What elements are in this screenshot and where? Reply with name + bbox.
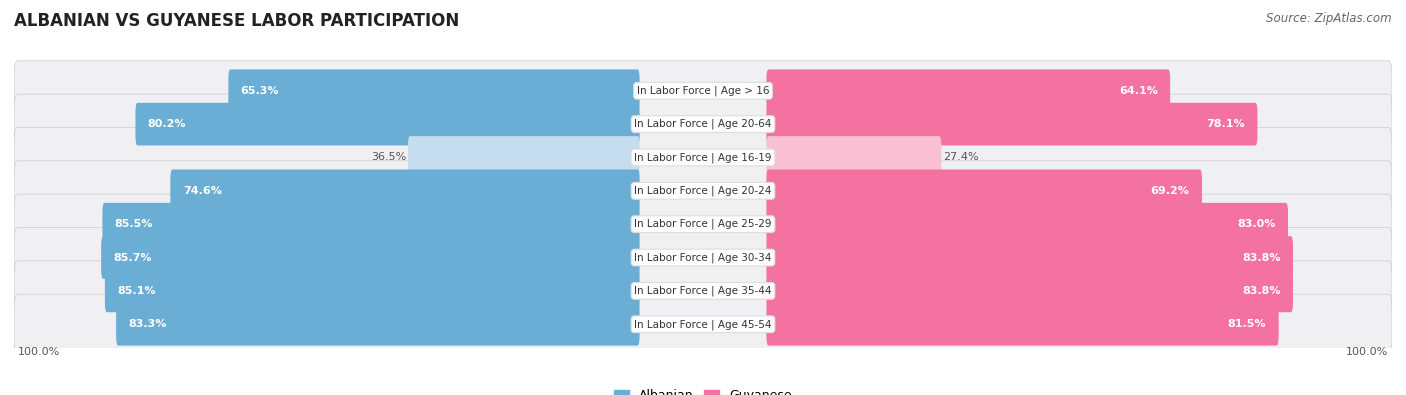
- FancyBboxPatch shape: [14, 194, 1392, 254]
- Text: ALBANIAN VS GUYANESE LABOR PARTICIPATION: ALBANIAN VS GUYANESE LABOR PARTICIPATION: [14, 12, 460, 30]
- FancyBboxPatch shape: [105, 269, 640, 312]
- Text: 64.1%: 64.1%: [1119, 86, 1157, 96]
- FancyBboxPatch shape: [766, 136, 942, 179]
- Text: In Labor Force | Age > 16: In Labor Force | Age > 16: [637, 85, 769, 96]
- Text: In Labor Force | Age 25-29: In Labor Force | Age 25-29: [634, 219, 772, 229]
- Text: 36.5%: 36.5%: [371, 152, 406, 162]
- Text: Source: ZipAtlas.com: Source: ZipAtlas.com: [1267, 12, 1392, 25]
- FancyBboxPatch shape: [14, 94, 1392, 154]
- FancyBboxPatch shape: [14, 128, 1392, 188]
- FancyBboxPatch shape: [408, 136, 640, 179]
- Text: 83.3%: 83.3%: [128, 319, 167, 329]
- FancyBboxPatch shape: [103, 203, 640, 246]
- Text: 85.1%: 85.1%: [117, 286, 156, 296]
- FancyBboxPatch shape: [14, 61, 1392, 121]
- FancyBboxPatch shape: [14, 294, 1392, 354]
- Text: 27.4%: 27.4%: [943, 152, 979, 162]
- FancyBboxPatch shape: [14, 161, 1392, 221]
- FancyBboxPatch shape: [766, 203, 1288, 246]
- FancyBboxPatch shape: [101, 236, 640, 279]
- FancyBboxPatch shape: [766, 169, 1202, 212]
- Text: 65.3%: 65.3%: [240, 86, 280, 96]
- FancyBboxPatch shape: [766, 103, 1257, 145]
- FancyBboxPatch shape: [135, 103, 640, 145]
- Text: 100.0%: 100.0%: [1347, 347, 1389, 357]
- Text: 69.2%: 69.2%: [1150, 186, 1189, 196]
- Legend: Albanian, Guyanese: Albanian, Guyanese: [609, 384, 797, 395]
- FancyBboxPatch shape: [228, 70, 640, 112]
- FancyBboxPatch shape: [766, 303, 1278, 346]
- Text: 83.8%: 83.8%: [1241, 252, 1281, 263]
- FancyBboxPatch shape: [766, 269, 1294, 312]
- Text: In Labor Force | Age 45-54: In Labor Force | Age 45-54: [634, 319, 772, 329]
- Text: In Labor Force | Age 35-44: In Labor Force | Age 35-44: [634, 286, 772, 296]
- FancyBboxPatch shape: [14, 228, 1392, 288]
- FancyBboxPatch shape: [117, 303, 640, 346]
- Text: 83.8%: 83.8%: [1241, 286, 1281, 296]
- FancyBboxPatch shape: [766, 70, 1170, 112]
- Text: 80.2%: 80.2%: [148, 119, 187, 129]
- Text: 83.0%: 83.0%: [1237, 219, 1275, 229]
- Text: In Labor Force | Age 16-19: In Labor Force | Age 16-19: [634, 152, 772, 163]
- Text: 81.5%: 81.5%: [1227, 319, 1267, 329]
- Text: In Labor Force | Age 30-34: In Labor Force | Age 30-34: [634, 252, 772, 263]
- Text: In Labor Force | Age 20-24: In Labor Force | Age 20-24: [634, 186, 772, 196]
- Text: 85.5%: 85.5%: [115, 219, 153, 229]
- Text: 100.0%: 100.0%: [17, 347, 59, 357]
- FancyBboxPatch shape: [766, 236, 1294, 279]
- Text: In Labor Force | Age 20-64: In Labor Force | Age 20-64: [634, 119, 772, 130]
- FancyBboxPatch shape: [170, 169, 640, 212]
- Text: 78.1%: 78.1%: [1206, 119, 1246, 129]
- FancyBboxPatch shape: [14, 261, 1392, 321]
- Text: 74.6%: 74.6%: [183, 186, 222, 196]
- Text: 85.7%: 85.7%: [114, 252, 152, 263]
